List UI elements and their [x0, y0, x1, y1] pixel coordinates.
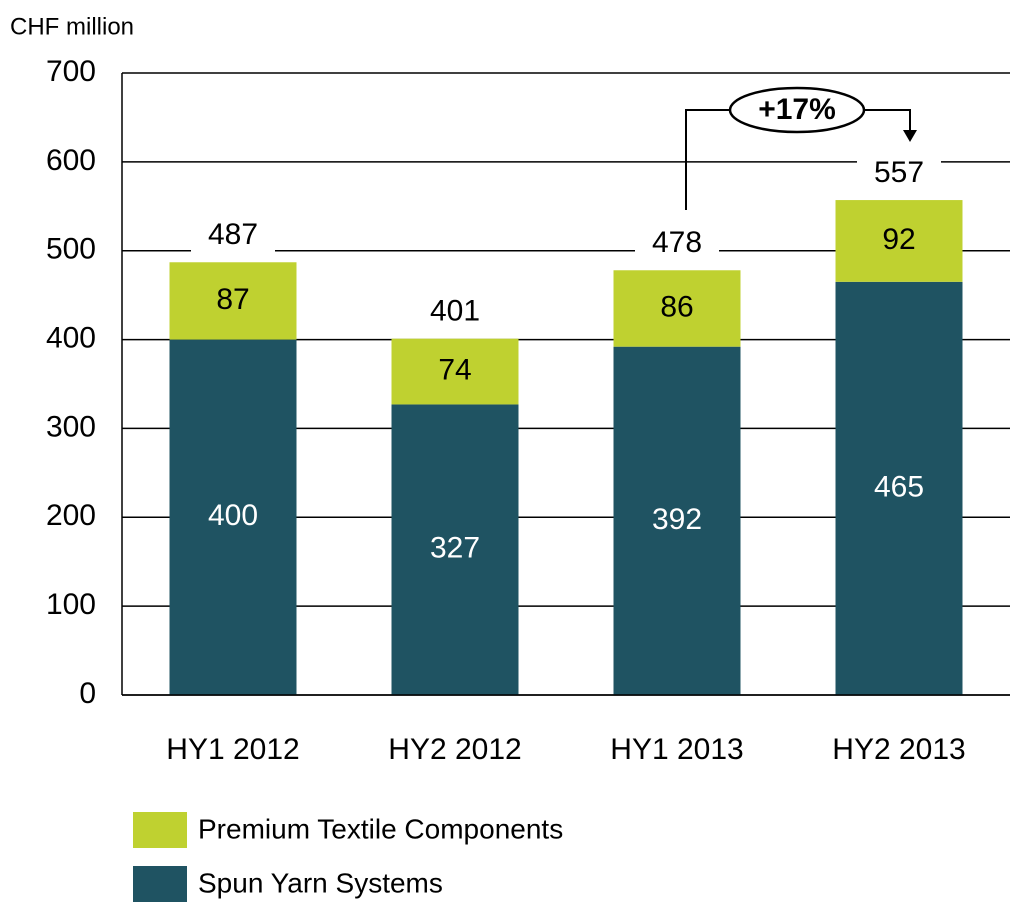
segment-label: 327 — [430, 532, 480, 565]
total-label-bg — [191, 218, 275, 255]
plot: 0 100 200 300 400 500 600 700 HY1 2012 400 87 487 HY… — [46, 55, 1010, 902]
total-label-bg — [413, 294, 497, 331]
legend-swatch — [133, 812, 187, 848]
segment-label: 74 — [438, 353, 471, 386]
segment-label: 92 — [882, 223, 915, 256]
total-label: 478 — [652, 226, 702, 259]
y-tick-label: 300 — [46, 410, 96, 443]
y-tick-label: 600 — [46, 144, 96, 177]
bar-segment — [835, 281, 963, 695]
segment-label: 400 — [208, 499, 258, 532]
segment-label: 87 — [216, 283, 249, 316]
segment-label: 392 — [652, 503, 702, 536]
total-label-bg — [857, 156, 941, 193]
bar-segment — [613, 270, 741, 347]
y-tick-label: 200 — [46, 499, 96, 532]
annotation-arrow — [903, 130, 917, 142]
y-tick-label: 500 — [46, 233, 96, 266]
y-tick-label: 100 — [46, 588, 96, 621]
y-tick-label: 0 — [79, 677, 96, 710]
y-axis-label: CHF million — [10, 13, 134, 40]
growth-annotation: +17% — [685, 86, 917, 210]
total-label: 557 — [874, 156, 924, 189]
y-tick-label: 400 — [46, 321, 96, 354]
y-tick-label: 700 — [46, 55, 96, 88]
x-tick-label: HY1 2012 — [166, 733, 299, 766]
bar-segment — [391, 404, 519, 695]
segment-label: 86 — [660, 290, 693, 323]
bar-segment — [391, 338, 519, 405]
annotation-ellipse — [728, 86, 866, 134]
x-tick-label: HY1 2013 — [610, 733, 743, 766]
segment-label: 465 — [874, 470, 924, 503]
legend-label: Premium Textile Components — [198, 813, 563, 844]
bar-segment — [613, 346, 741, 695]
legend-swatch — [133, 866, 187, 902]
annotation-line — [864, 109, 911, 132]
bar-segment — [835, 200, 963, 282]
total-label-bg — [635, 226, 719, 263]
x-tick-label: HY2 2013 — [832, 733, 965, 766]
x-tick-label: HY2 2012 — [388, 733, 521, 766]
total-label: 401 — [430, 295, 480, 328]
legend-label: Spun Yarn Systems — [198, 867, 443, 898]
bar-segment — [169, 339, 297, 695]
total-label: 487 — [208, 218, 258, 251]
bar-segment — [169, 262, 297, 340]
annotation-text: +17% — [758, 93, 836, 126]
annotation-line — [685, 109, 730, 210]
